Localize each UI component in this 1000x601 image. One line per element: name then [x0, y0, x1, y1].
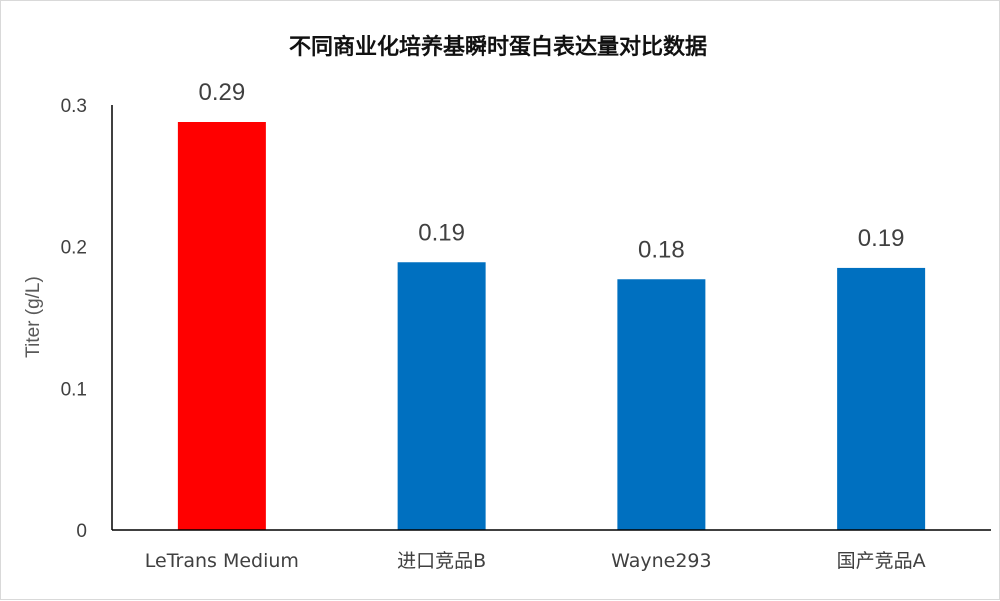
y-axis-label: Titer (g/L) [23, 276, 44, 358]
data-label: 0.18 [638, 236, 685, 263]
data-label: 0.19 [858, 225, 905, 252]
bar [177, 122, 266, 530]
y-tick-label: 0.2 [61, 238, 87, 259]
x-tick-label: LeTrans Medium [145, 550, 299, 572]
bar [397, 262, 486, 530]
x-tick-label: Wayne293 [611, 550, 711, 572]
y-tick-label: 0.3 [61, 96, 87, 117]
axes-layer: LeTrans Medium 进口竞品B Wayne293 国产竞品A 0 0.1 0.2 0… [61, 96, 991, 572]
data-label: 0.19 [418, 219, 465, 246]
chart-title: 不同商业化培养基瞬时蛋白表达量对比数据 [289, 34, 707, 60]
data-label: 0.29 [199, 79, 246, 106]
bars-layer: 0.29 0.19 0.18 0.19 [177, 79, 926, 530]
y-tick-label: 0.1 [61, 379, 87, 400]
bar [617, 279, 706, 530]
x-tick-label: 进口竞品B [397, 550, 486, 572]
bar [837, 267, 926, 530]
x-tick-label: 国产竞品A [837, 550, 926, 572]
y-tick-label: 0 [76, 521, 87, 542]
